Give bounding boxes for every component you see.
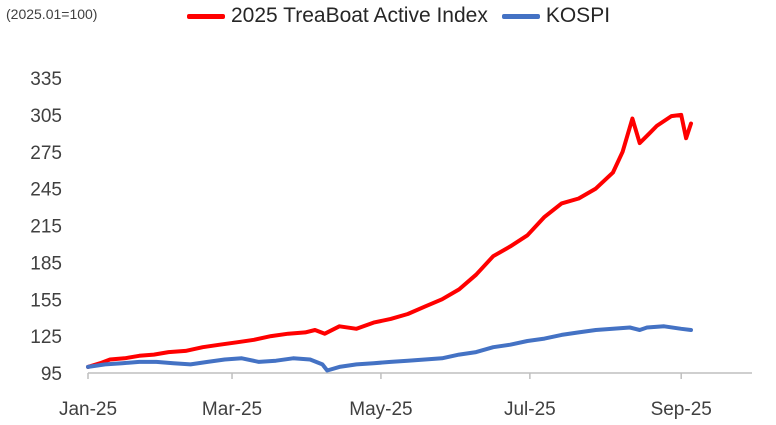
y-tick-label: 305 bbox=[30, 106, 62, 127]
legend-swatch-kospi bbox=[501, 13, 540, 19]
y-tick-label: 185 bbox=[30, 253, 62, 274]
legend-item-kospi: KOSPI bbox=[501, 4, 611, 28]
y-tick-label: 335 bbox=[30, 69, 62, 90]
x-axis-ticks: Jan-25 Mar-25 May-25 Jul-25 Sep-25 bbox=[59, 373, 712, 420]
legend-swatch-treaboat bbox=[187, 13, 225, 19]
y-tick-label: 275 bbox=[30, 143, 62, 164]
y-tick-label: 155 bbox=[30, 290, 62, 311]
unit-note: (2025.01=100) bbox=[6, 6, 98, 22]
y-tick-label: 95 bbox=[41, 364, 62, 385]
series-lines bbox=[86, 112, 693, 373]
series-line-kospi bbox=[86, 324, 693, 373]
y-tick-label: 215 bbox=[30, 217, 62, 238]
series-line-treaboat bbox=[86, 112, 693, 369]
y-tick-label: 245 bbox=[30, 180, 62, 201]
x-tick-label: Sep-25 bbox=[651, 399, 712, 420]
x-tick-label: Jul-25 bbox=[504, 399, 556, 420]
x-tick-label: Mar-25 bbox=[202, 399, 262, 420]
chart-legend: 2025 TreaBoat Active Index KOSPI bbox=[187, 4, 624, 28]
legend-item-treaboat: 2025 TreaBoat Active Index bbox=[187, 4, 488, 28]
x-tick-label: Jan-25 bbox=[59, 399, 117, 420]
y-tick-label: 125 bbox=[30, 327, 62, 348]
y-axis-ticks: 95 125 155 185 215 245 275 305 335 bbox=[30, 69, 62, 385]
legend-label-kospi: KOSPI bbox=[545, 4, 611, 27]
x-tick-label: May-25 bbox=[349, 399, 412, 420]
legend-label-treaboat: 2025 TreaBoat Active Index bbox=[231, 4, 488, 27]
